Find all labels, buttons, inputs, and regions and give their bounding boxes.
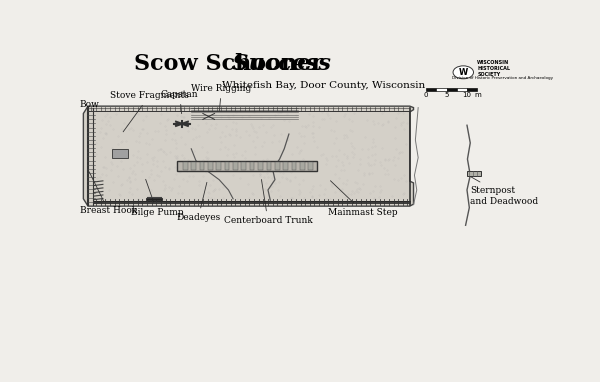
Bar — [225, 162, 229, 170]
Polygon shape — [83, 106, 413, 206]
Bar — [283, 162, 288, 170]
Text: Deadeyes: Deadeyes — [176, 182, 220, 222]
Bar — [308, 162, 313, 170]
Bar — [200, 162, 204, 170]
Bar — [208, 162, 212, 170]
Text: W: W — [458, 68, 468, 77]
Bar — [426, 89, 436, 91]
Text: Success: Success — [106, 53, 331, 75]
Text: 10: 10 — [463, 92, 472, 98]
Text: Centerboard Trunk: Centerboard Trunk — [224, 180, 313, 225]
Text: Scow Schooner: Scow Schooner — [134, 53, 331, 75]
Bar — [217, 162, 221, 170]
Bar — [300, 162, 305, 170]
Text: Whitefish Bay, Door County, Wisconsin: Whitefish Bay, Door County, Wisconsin — [222, 81, 425, 90]
Bar — [436, 89, 446, 91]
Bar — [258, 162, 263, 170]
Text: Breast Hook: Breast Hook — [80, 172, 137, 215]
Bar — [178, 162, 317, 171]
Bar — [250, 162, 254, 170]
Bar — [446, 89, 457, 91]
Text: Bilge Pump: Bilge Pump — [131, 180, 184, 217]
Text: Sternpost
and Deadwood: Sternpost and Deadwood — [468, 175, 538, 206]
Bar — [191, 162, 196, 170]
Bar — [467, 170, 481, 176]
Bar — [457, 89, 467, 91]
Text: Bow: Bow — [80, 100, 100, 117]
Bar — [233, 162, 238, 170]
Text: 0: 0 — [424, 92, 428, 98]
Text: Wire Rigging: Wire Rigging — [191, 84, 251, 111]
Bar — [112, 149, 128, 158]
Bar — [275, 162, 280, 170]
Text: WISCONSIN
HISTORICAL
SOCIETY: WISCONSIN HISTORICAL SOCIETY — [477, 60, 510, 77]
Bar — [292, 162, 296, 170]
Bar — [467, 89, 477, 91]
Bar — [183, 162, 188, 170]
Text: Capstan: Capstan — [161, 90, 199, 114]
Text: m: m — [474, 92, 481, 98]
Circle shape — [453, 66, 473, 79]
Text: Mainmast Step: Mainmast Step — [328, 181, 398, 217]
Text: Stove Fragments: Stove Fragments — [110, 91, 189, 132]
Bar — [241, 162, 246, 170]
Bar — [266, 162, 271, 170]
Text: 5: 5 — [445, 92, 449, 98]
Text: Division of Historic Preservation and Archaeology: Division of Historic Preservation and Ar… — [452, 76, 553, 80]
